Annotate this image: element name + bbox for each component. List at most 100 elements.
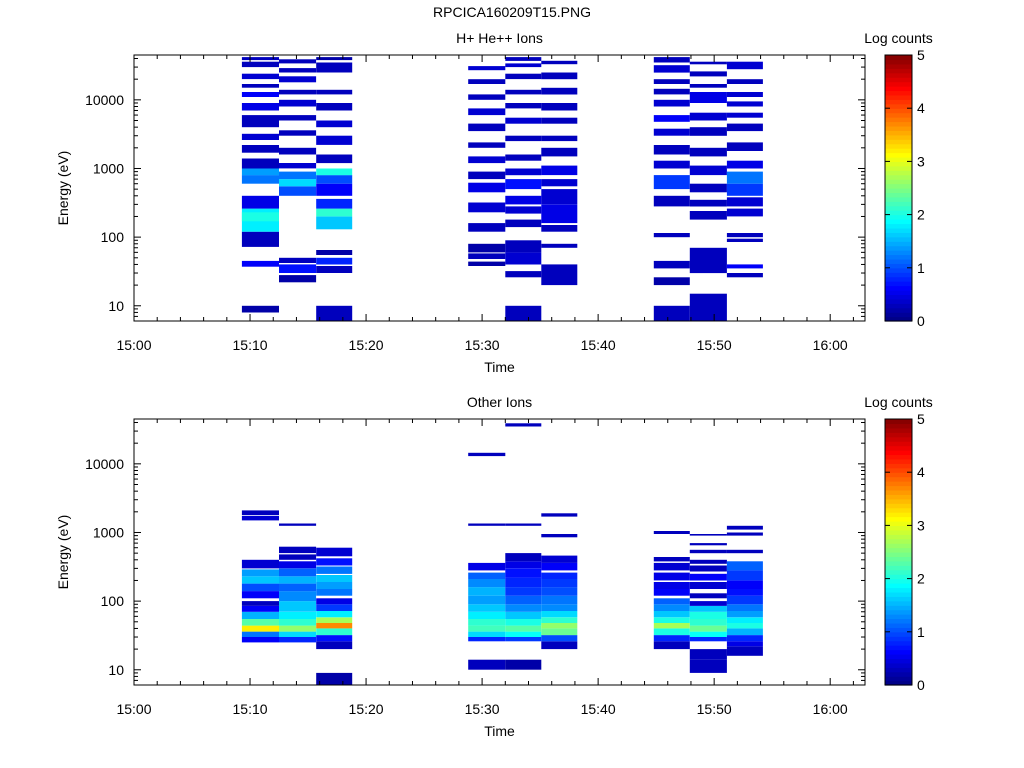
colorbar-segment — [885, 188, 912, 194]
colorbar-segment — [885, 600, 912, 606]
colorbar-segment — [885, 631, 912, 637]
heatmap-cell — [505, 135, 542, 142]
colorbar-segment — [885, 103, 912, 109]
colorbar-segment — [885, 125, 912, 131]
heatmap-cell — [726, 273, 763, 278]
heatmap-cell — [541, 628, 578, 636]
heatmap-cell — [541, 587, 578, 596]
heatmap-cell — [279, 631, 317, 637]
heatmap-cell — [241, 601, 279, 606]
heatmap-cell — [689, 649, 727, 660]
colorbar-segment — [885, 156, 912, 162]
heatmap-cell — [241, 231, 279, 247]
colorbar-segment — [885, 281, 912, 287]
colorbar-segment — [885, 569, 912, 575]
x-tick-label: 15:00 — [116, 701, 151, 717]
x-tick-label: 15:10 — [233, 337, 268, 353]
colorbar-segment — [885, 148, 912, 154]
colorbar-frame — [884, 418, 913, 686]
heatmap-cell — [689, 593, 727, 599]
heatmap-cell — [505, 89, 542, 95]
colorbar-segment — [885, 481, 912, 487]
heatmap-cell — [316, 635, 353, 642]
heatmap-cell — [541, 204, 578, 224]
colorbar-segment — [885, 250, 912, 256]
x-tick-label: 15:50 — [697, 337, 732, 353]
colorbar-segment — [885, 312, 912, 318]
colorbar-segment — [885, 432, 912, 438]
heatmap-cell — [316, 623, 353, 629]
colorbar-tick-label: 2 — [917, 207, 925, 223]
colorbar-segment — [885, 485, 912, 491]
colorbar-segment — [885, 591, 912, 597]
colorbar-segment — [885, 609, 912, 615]
heatmap-cell — [468, 261, 506, 266]
colorbar-segment — [885, 472, 912, 478]
colorbar-tick-label: 4 — [917, 464, 925, 480]
heatmap-cell — [726, 264, 763, 269]
heatmap-cell — [689, 625, 727, 632]
colorbar-tick-label: 3 — [917, 517, 925, 533]
colorbar-segment — [885, 450, 912, 456]
heatmap-cell — [689, 618, 727, 626]
heatmap-cell — [689, 92, 727, 103]
colorbar-segment — [885, 512, 912, 518]
panel-h-he-ions: H+ He++ Ions 15:00 15:10 15:20 15:30 15:40 15:… — [55, 30, 933, 375]
heatmap-cell — [279, 625, 317, 632]
heatmap-cell — [316, 103, 353, 111]
colorbar-segment — [885, 565, 912, 571]
heatmap-cell — [241, 73, 279, 80]
heatmap-cell — [468, 243, 506, 253]
colorbar-segment — [885, 507, 912, 513]
heatmap-cell — [653, 557, 690, 562]
heatmap-cell — [241, 133, 279, 140]
panel-title: Other Ions — [467, 394, 532, 410]
heatmap-cell — [541, 572, 578, 579]
heatmap-cell — [653, 57, 690, 63]
colorbar-label: Log counts — [864, 30, 933, 46]
heatmap-cell — [653, 115, 690, 122]
heatmap-cell — [279, 561, 317, 569]
heatmap-cell — [468, 123, 506, 132]
heatmap-cell — [279, 568, 317, 577]
colorbar-segment — [885, 596, 912, 602]
colorbar-segment — [885, 543, 912, 549]
y-axis-label: Energy (eV) — [55, 151, 71, 226]
heatmap-cell — [279, 99, 317, 107]
y-axis-label: Energy (eV) — [55, 515, 71, 590]
colorbar-segment — [885, 503, 912, 509]
heatmap-cell — [316, 57, 353, 61]
colorbar-segment — [885, 658, 912, 664]
heatmap-cell — [279, 523, 317, 526]
heatmap-cell — [653, 65, 690, 73]
colorbar-segment — [885, 174, 912, 180]
heatmap-cell — [279, 171, 317, 180]
colorbar-segment — [885, 170, 912, 176]
heatmap-cell — [505, 595, 542, 605]
heatmap-cell — [726, 589, 763, 596]
x-tick-label: 15:10 — [233, 701, 268, 717]
heatmap-cell — [505, 219, 542, 228]
colorbar-segment — [885, 99, 912, 105]
heatmap-cell — [541, 225, 578, 232]
heatmap-cell — [279, 76, 317, 83]
heatmap-cell — [279, 163, 317, 169]
colorbar-tick-label: 2 — [917, 571, 925, 587]
heatmap-cell — [689, 71, 727, 77]
heatmap-cell — [279, 576, 317, 584]
colorbar-segment — [885, 316, 912, 322]
heatmap-cell — [241, 195, 279, 209]
heatmap-cell — [241, 637, 279, 643]
heatmap-cell — [689, 573, 727, 581]
x-tick-label: 16:00 — [813, 337, 848, 353]
heatmap-cell — [689, 637, 727, 642]
heatmap-cell — [468, 611, 506, 619]
heatmap-cell — [726, 635, 763, 642]
heatmap-cell — [468, 579, 506, 588]
colorbar-segment — [885, 547, 912, 553]
heatmap-cell — [468, 156, 506, 164]
heatmap-cell — [316, 575, 353, 582]
colorbar-segment — [885, 121, 912, 127]
